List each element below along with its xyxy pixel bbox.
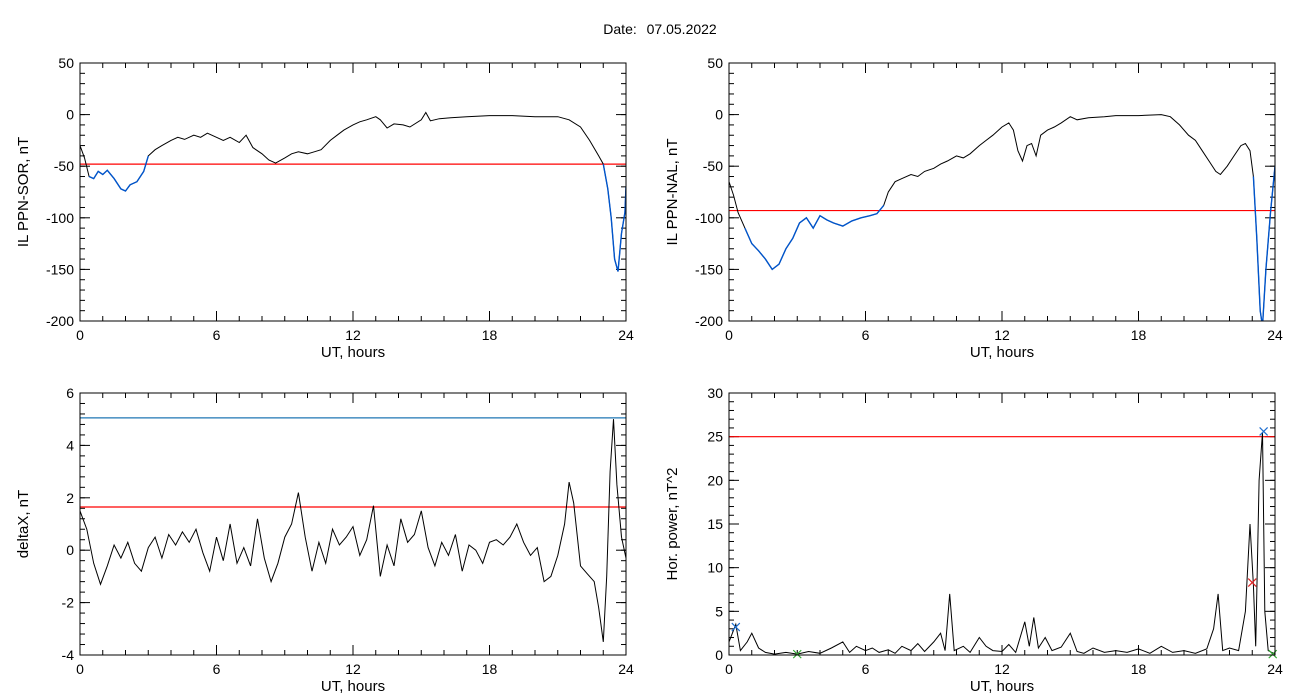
cross-marker [731, 622, 741, 632]
series-line [729, 432, 1275, 655]
x-tick-label: 6 [213, 661, 221, 677]
plot-frame [79, 62, 627, 322]
x-tick-label: 24 [618, 327, 634, 343]
y-tick-label: 20 [707, 472, 723, 488]
x-tick-label: 6 [862, 327, 870, 343]
y-tick-label: 0 [66, 107, 74, 123]
x-axis-label: UT, hours [321, 678, 385, 695]
plot-area [80, 417, 626, 642]
x-tick-label: 0 [76, 661, 84, 677]
date-header: Date: 07.05.2022 [603, 21, 717, 37]
x-tick-label: 18 [482, 327, 498, 343]
x-tick-label: 24 [1267, 661, 1283, 677]
plot-frame [728, 62, 1276, 322]
cross-marker [1259, 427, 1269, 436]
y-axis-label: IL PPN-SOR, nT [15, 137, 32, 247]
x-tick-label: 6 [862, 661, 870, 677]
y-tick-label: -50 [703, 158, 723, 174]
y-tick-label: 4 [66, 437, 74, 453]
x-axis-label: UT, hours [970, 678, 1034, 695]
y-tick-label: 25 [707, 429, 723, 445]
date-label: Date: [603, 21, 636, 37]
cross-marker [1247, 578, 1257, 587]
plot-area [729, 432, 1275, 655]
y-tick-label: -200 [46, 313, 74, 329]
plot-area [729, 114, 1275, 321]
y-axis-label: deltaX, nT [15, 490, 32, 558]
cross-marker [1268, 649, 1278, 659]
y-tick-label: -200 [695, 313, 723, 329]
y-tick-label: 30 [707, 385, 723, 401]
y-tick-label: 6 [66, 385, 74, 401]
y-tick-label: 50 [58, 55, 74, 71]
x-axis-label: UT, hours [970, 344, 1034, 361]
plot-frame [79, 392, 627, 656]
date-value: 07.05.2022 [647, 21, 717, 37]
y-tick-label: -2 [62, 595, 75, 611]
x-tick-label: 0 [725, 327, 733, 343]
y-tick-label: -150 [46, 261, 74, 277]
y-tick-label: -150 [695, 261, 723, 277]
y-tick-label: 0 [715, 107, 723, 123]
x-tick-label: 12 [345, 661, 361, 677]
chart-panel: 0 6 12 18 24 50 0 -50 -100 -150 -200 UT, hours IL PP… [15, 55, 634, 361]
cross-marker [792, 649, 802, 659]
x-tick-label: 18 [482, 661, 498, 677]
y-tick-label: 0 [66, 542, 74, 558]
x-tick-label: 6 [213, 327, 221, 343]
x-tick-label: 12 [994, 661, 1010, 677]
y-tick-label: -50 [54, 158, 74, 174]
x-axis-label: UT, hours [321, 344, 385, 361]
y-tick-label: 50 [707, 55, 723, 71]
series-line [80, 111, 626, 272]
x-tick-label: 12 [345, 327, 361, 343]
y-axis-label: Hor. power, nT^2 [664, 468, 681, 581]
chart-panel: 0 6 12 18 24 50 0 -50 -100 -150 -200 UT, hours IL PP… [664, 55, 1283, 361]
highlight-segment [744, 204, 885, 271]
y-tick-label: -4 [62, 647, 75, 663]
series-line [80, 419, 626, 642]
x-tick-label: 12 [994, 327, 1010, 343]
x-tick-label: 0 [725, 661, 733, 677]
x-tick-label: 24 [1267, 327, 1283, 343]
y-tick-label: 5 [715, 603, 723, 619]
y-tick-label: -100 [695, 210, 723, 226]
y-tick-label: 2 [66, 490, 74, 506]
highlight-segment [1252, 166, 1275, 321]
x-tick-label: 0 [76, 327, 84, 343]
y-tick-label: 10 [707, 560, 723, 576]
plot-area [80, 111, 626, 272]
series-line [729, 114, 1275, 321]
y-tick-label: 15 [707, 516, 723, 532]
chart-panel: 0 6 12 18 24 30 25 20 15 10 5 0 UT, hours Hor. power,… [664, 385, 1283, 695]
x-tick-label: 18 [1131, 661, 1147, 677]
y-tick-label: -100 [46, 210, 74, 226]
y-tick-label: 0 [715, 647, 723, 663]
x-tick-label: 18 [1131, 327, 1147, 343]
plot-frame [728, 392, 1276, 656]
y-axis-label: IL PPN-NAL, nT [664, 139, 681, 246]
chart-panel: 0 6 12 18 24 6 4 2 0 -2 -4 UT, hours deltaX, nT [15, 385, 634, 695]
highlight-segment [602, 163, 626, 272]
x-tick-label: 24 [618, 661, 634, 677]
highlight-segment [88, 155, 149, 192]
